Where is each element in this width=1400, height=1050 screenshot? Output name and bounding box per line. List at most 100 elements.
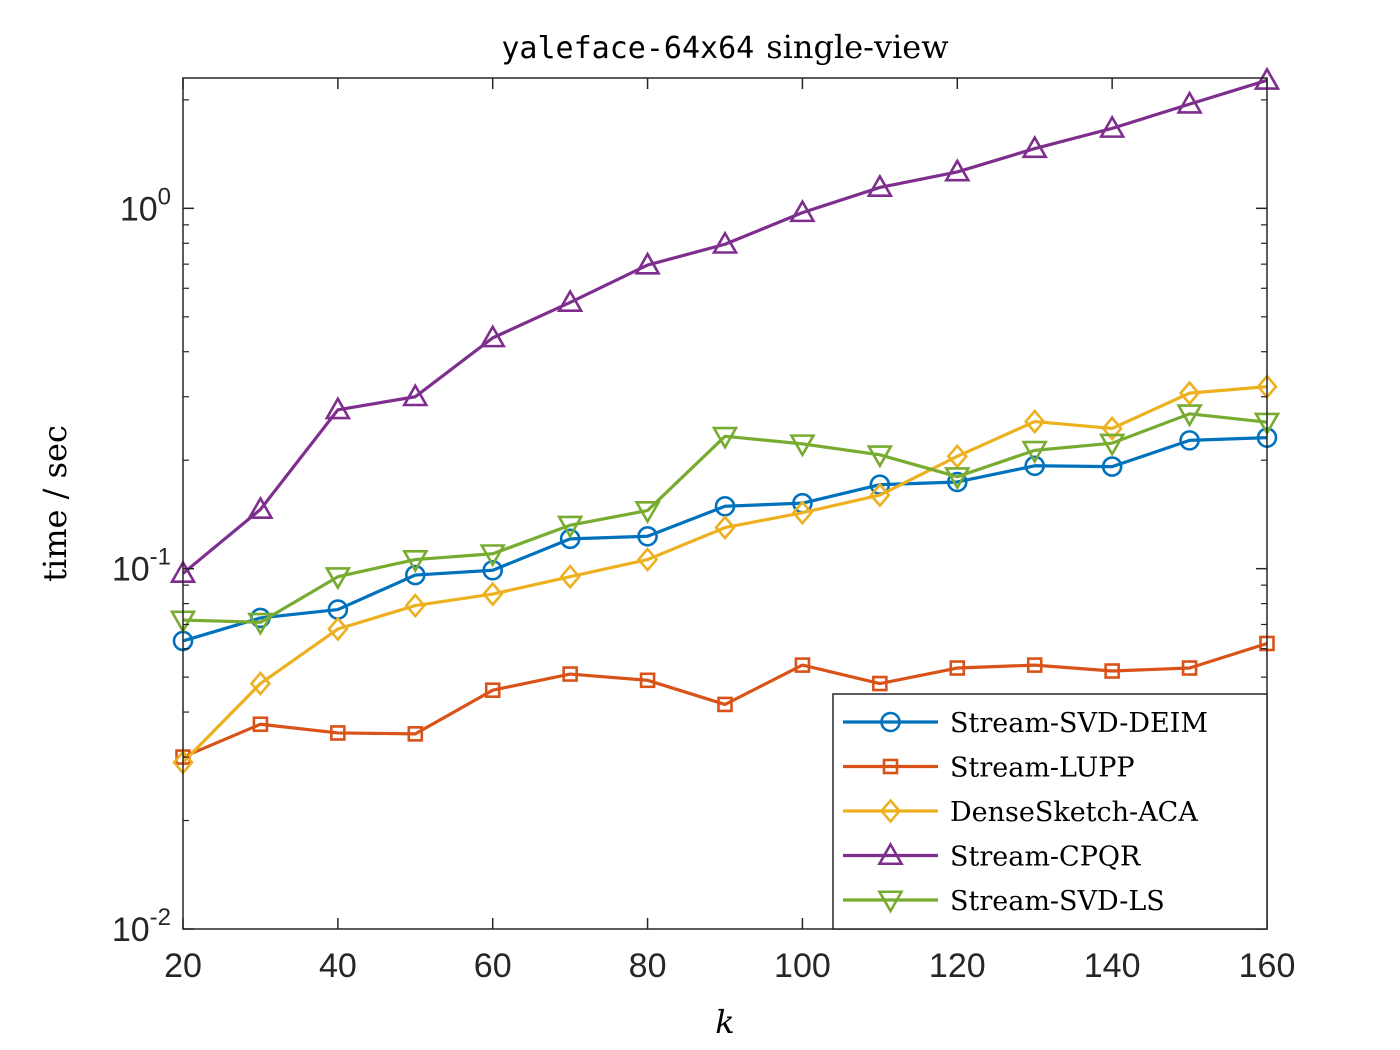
chart-title-rest: single-view xyxy=(766,28,948,66)
data-point-stream-svd-ls xyxy=(711,426,739,450)
plot-frame xyxy=(182,77,1268,930)
data-point-stream-lupp xyxy=(717,696,733,713)
data-point-densesketch-aca xyxy=(249,671,272,697)
legend-marker xyxy=(879,798,902,824)
data-point-stream-cpqr xyxy=(1098,114,1126,138)
data-point-densesketch-aca xyxy=(869,482,891,508)
x-tick-label: 80 xyxy=(629,947,667,985)
data-point-densesketch-aca xyxy=(404,593,426,619)
legend-label: Stream-CPQR xyxy=(950,842,1141,873)
data-point-densesketch-aca xyxy=(791,500,814,526)
series-line-stream-svd-ls xyxy=(182,412,1268,624)
data-point-densesketch-aca xyxy=(559,564,581,590)
data-point-stream-cpqr xyxy=(1021,134,1048,159)
data-point-stream-lupp xyxy=(1026,657,1043,673)
data-point-stream-svd-deim xyxy=(404,564,426,586)
data-point-stream-lupp xyxy=(639,672,656,689)
data-point-stream-lupp xyxy=(330,725,346,741)
y-tick-exponent: -1 xyxy=(150,544,171,571)
data-point-stream-svd-ls xyxy=(634,500,661,525)
data-point-stream-svd-ls xyxy=(402,550,429,574)
data-point-stream-svd-ls xyxy=(789,434,816,458)
data-point-stream-svd-ls xyxy=(944,467,971,491)
legend-marker xyxy=(877,841,904,866)
data-point-stream-cpqr xyxy=(866,173,894,197)
data-point-stream-cpqr xyxy=(402,383,429,407)
y-tick-label: 10-1 xyxy=(112,544,171,589)
data-point-stream-svd-ls xyxy=(247,612,274,636)
data-point-stream-lupp xyxy=(872,675,888,692)
data-point-stream-svd-deim xyxy=(946,471,968,493)
data-point-densesketch-aca xyxy=(1024,409,1046,435)
legend-label: Stream-LUPP xyxy=(950,753,1135,784)
data-point-stream-svd-ls xyxy=(866,445,894,469)
series-line-stream-svd-deim xyxy=(182,436,1268,643)
legend-item-stream-svd-ls: Stream-SVD-LS xyxy=(843,886,1165,917)
data-point-stream-lupp xyxy=(562,666,578,682)
data-point-densesketch-aca xyxy=(946,443,968,469)
legend: Stream-SVD-DEIM Stream-LUPP DenseSketch-AC… xyxy=(832,693,1268,930)
x-tick-label: 40 xyxy=(319,947,357,985)
data-point-stream-cpqr xyxy=(479,324,506,348)
data-point-stream-svd-deim xyxy=(482,559,504,581)
data-point-stream-svd-deim xyxy=(1101,456,1123,477)
data-point-densesketch-aca xyxy=(636,547,659,573)
y-tick-base: 10 xyxy=(120,190,158,228)
chart-title: yaleface-64x64 single-view xyxy=(501,28,948,66)
series-line-stream-lupp xyxy=(182,641,1268,759)
series-line-densesketch-aca xyxy=(181,385,1268,764)
chart-title-mono: yaleface-64x64 xyxy=(501,31,754,66)
data-point-stream-svd-ls xyxy=(1098,433,1126,457)
data-point-densesketch-aca xyxy=(714,515,736,541)
data-point-stream-svd-ls xyxy=(1176,404,1203,428)
data-point-stream-svd-ls xyxy=(324,567,352,591)
data-point-stream-svd-ls xyxy=(1021,440,1048,464)
data-point-stream-lupp xyxy=(1181,660,1198,676)
series-layer xyxy=(169,66,1281,775)
data-point-stream-lupp xyxy=(484,682,501,698)
x-tick-label: 20 xyxy=(164,947,202,985)
data-point-stream-lupp xyxy=(407,726,424,742)
legend-marker xyxy=(882,758,899,775)
legend-marker xyxy=(877,890,904,914)
series-line-stream-cpqr xyxy=(181,78,1268,575)
data-point-densesketch-aca xyxy=(482,581,504,607)
x-tick-label: 140 xyxy=(1084,947,1141,985)
data-point-densesketch-aca xyxy=(327,616,349,642)
data-point-densesketch-aca xyxy=(1178,380,1201,406)
legend-label: Stream-SVD-DEIM xyxy=(950,708,1208,739)
y-axis-label: time / sec xyxy=(36,425,74,582)
series-stream-cpqr xyxy=(169,66,1281,583)
y-tick-base: 10 xyxy=(112,911,150,949)
data-point-stream-cpqr xyxy=(556,288,584,313)
data-point-stream-svd-deim xyxy=(559,528,581,550)
x-tick-label: 60 xyxy=(474,947,512,985)
data-point-stream-lupp xyxy=(949,660,966,676)
data-point-stream-cpqr xyxy=(634,251,661,275)
y-tick-base: 10 xyxy=(112,551,150,589)
y-tick-exponent: -2 xyxy=(150,904,171,931)
legend-item-densesketch-aca: DenseSketch-ACA xyxy=(843,797,1198,828)
data-point-stream-cpqr xyxy=(944,158,971,182)
x-tick-label: 160 xyxy=(1239,947,1296,985)
data-point-stream-lupp xyxy=(1104,663,1120,679)
data-point-stream-lupp xyxy=(794,657,811,673)
data-point-stream-cpqr xyxy=(324,396,352,420)
legend-marker xyxy=(880,711,901,733)
data-point-densesketch-aca xyxy=(1101,415,1123,441)
y-tick-label: 10-2 xyxy=(112,904,171,949)
data-point-stream-svd-deim xyxy=(1179,430,1200,451)
data-point-stream-lupp xyxy=(252,716,269,733)
x-tick-label: 100 xyxy=(774,947,831,985)
y-tick-label: 100 xyxy=(120,183,171,228)
data-point-stream-cpqr xyxy=(711,230,739,254)
data-point-stream-cpqr xyxy=(789,199,816,223)
data-point-stream-svd-ls xyxy=(556,515,584,539)
x-axis-label: k xyxy=(715,1003,734,1041)
data-point-stream-svd-deim xyxy=(637,525,658,547)
y-tick-exponent: 0 xyxy=(158,183,171,210)
legend-item-stream-lupp: Stream-LUPP xyxy=(843,753,1135,784)
legend-item-stream-svd-deim: Stream-SVD-DEIM xyxy=(843,708,1208,739)
